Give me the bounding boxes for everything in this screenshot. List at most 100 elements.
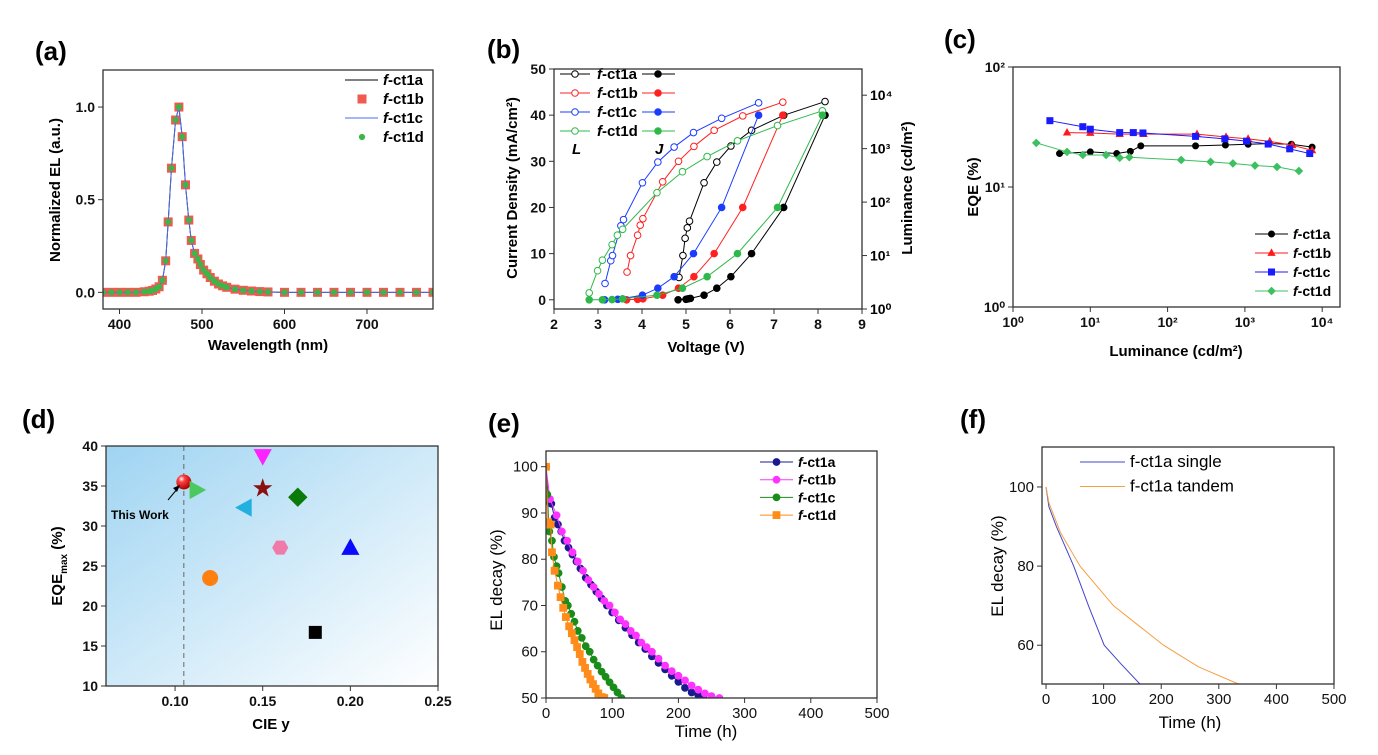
- y-right-tick-label: 10⁰: [870, 301, 892, 317]
- data-point-f-ct1c: [1116, 129, 1124, 137]
- y-right-tick-label: 10⁴: [870, 87, 893, 103]
- y-axis-label: EL decay (%): [988, 515, 1007, 616]
- legend-swatch: [571, 108, 579, 116]
- y-right-tick-label: 10³: [870, 141, 891, 157]
- luminance-point-f-ct1d: [703, 152, 711, 161]
- data-point-f-ct1d: [556, 593, 565, 602]
- data-point-f-ct1c: [1046, 117, 1054, 125]
- y-tick-label: 40: [82, 438, 98, 454]
- legend-label: f-ct1a: [597, 66, 638, 83]
- y-tick-label: 80: [521, 551, 538, 568]
- data-point-f-ct1d: [1250, 161, 1260, 170]
- y-axis-label: EL decay (%): [487, 529, 506, 630]
- current-point-f-ct1d: [653, 291, 661, 299]
- y-axis-label: Current Density (mA/cm²): [504, 97, 521, 279]
- y-tick-label: 1.0: [76, 99, 96, 115]
- legend-swatch: [357, 94, 367, 104]
- luminance-point-f-ct1b: [690, 142, 698, 151]
- legend-label: f-ct1d: [383, 129, 424, 146]
- y-right-axis-label: Luminance (cd/m²): [899, 121, 916, 254]
- luminance-point-f-ct1b: [658, 177, 667, 186]
- data-point-f-ct1d: [200, 266, 207, 274]
- current-point-f-ct1c: [754, 111, 763, 119]
- data-point-triangle-down: [253, 449, 272, 466]
- current-point-f-ct1a: [747, 249, 756, 258]
- data-point-f-ct1d: [1228, 159, 1238, 168]
- x-tick-label: 400: [108, 316, 132, 332]
- data-point-f-ct1d: [188, 237, 195, 244]
- data-point-f-ct1d: [281, 289, 288, 296]
- data-point-f-ct1d: [124, 289, 131, 296]
- x-tick-label: 500: [1321, 691, 1346, 708]
- data-point-f-ct1d: [248, 287, 255, 295]
- data-point-f-ct1c: [609, 683, 618, 692]
- panel-label: (e): [488, 408, 520, 438]
- data-point-f-ct1c: [577, 633, 586, 642]
- legend-swatch: [654, 127, 662, 135]
- data-point-f-ct1b: [694, 685, 703, 694]
- luminance-point-f-ct1b: [738, 112, 747, 120]
- data-point-f-ct1d: [546, 520, 555, 529]
- current-point-f-ct1d: [618, 295, 627, 303]
- plot-area: [585, 97, 829, 304]
- legend-column-label: J: [655, 141, 664, 158]
- legend-label: f-ct1c: [383, 110, 423, 127]
- luminance-point-f-ct1d: [598, 256, 607, 264]
- legend-swatch: [654, 108, 662, 116]
- data-point-f-ct1d: [561, 613, 570, 621]
- data-point-f-ct1d: [172, 116, 179, 124]
- y-tick-label: 100: [513, 459, 538, 476]
- legend-swatch: [1267, 286, 1276, 296]
- current-point-f-ct1d: [598, 295, 607, 304]
- data-point-f-ct1b: [579, 566, 587, 575]
- y-tick-label: 90: [521, 505, 538, 522]
- y-axis-label: EQEmax (%): [49, 526, 70, 605]
- legend-swatch: [1268, 230, 1275, 238]
- data-point-f-ct1d: [548, 548, 556, 557]
- data-point-f-ct1d: [256, 288, 263, 295]
- luminance-point-f-ct1a: [681, 234, 689, 243]
- data-point-f-ct1d: [156, 283, 163, 290]
- current-line-f-ct1d: [589, 114, 823, 301]
- luminance-point-f-ct1a: [713, 158, 721, 166]
- data-point-f-ct1d: [207, 274, 214, 281]
- luminance-point-f-ct1d: [613, 231, 622, 240]
- series-line-f-ct1b: [546, 466, 720, 698]
- data-point-f-ct1d: [1031, 138, 1041, 148]
- data-point-f-ct1d: [141, 288, 148, 295]
- annotation-text: This Work: [111, 508, 169, 522]
- legend-label: f-ct1a: [798, 454, 836, 470]
- y-tick-label: 10²: [985, 59, 1006, 75]
- data-point-f-ct1c: [581, 642, 590, 651]
- x-tick-label: 10⁴: [1311, 314, 1334, 330]
- legend-swatch: [1267, 248, 1276, 256]
- data-point-circle: [202, 570, 219, 586]
- legend-swatch: [571, 70, 579, 78]
- x-tick-label: 0.15: [249, 693, 276, 709]
- panel-label: (d): [22, 404, 55, 434]
- panel-a: (a) 400 500 600 700 0.0 0.5 1.0 Wavelength (nm) N…: [35, 36, 434, 354]
- luminance-point-f-ct1d: [653, 188, 661, 197]
- plot-frame: [1041, 446, 1335, 685]
- data-point-f-ct1d: [194, 255, 201, 263]
- y-tick-label: 10: [530, 246, 546, 262]
- y-tick-label: 10⁰: [984, 299, 1006, 315]
- x-tick-label: 100: [1091, 691, 1116, 708]
- data-point-f-ct1d: [191, 250, 198, 257]
- legend-label: f-ct1c: [798, 489, 836, 505]
- y-tick-label: 70: [521, 597, 538, 614]
- current-line-f-ct1b: [626, 114, 784, 301]
- data-point-f-ct1d: [380, 289, 387, 296]
- y-axis-label: EQE (%): [965, 157, 982, 216]
- current-line-f-ct1a: [678, 114, 826, 301]
- luminance-point-f-ct1c: [670, 143, 678, 151]
- luminance-point-f-ct1c: [754, 99, 763, 107]
- legend-label: f-ct1d: [798, 507, 836, 523]
- luminance-point-f-ct1a: [683, 224, 692, 232]
- data-point-f-ct1d: [223, 284, 230, 291]
- data-point-f-ct1d: [1078, 150, 1088, 160]
- data-point-f-ct1c: [585, 647, 594, 656]
- data-point-f-ct1d: [1206, 157, 1215, 167]
- y-tick-label: 50: [521, 690, 538, 707]
